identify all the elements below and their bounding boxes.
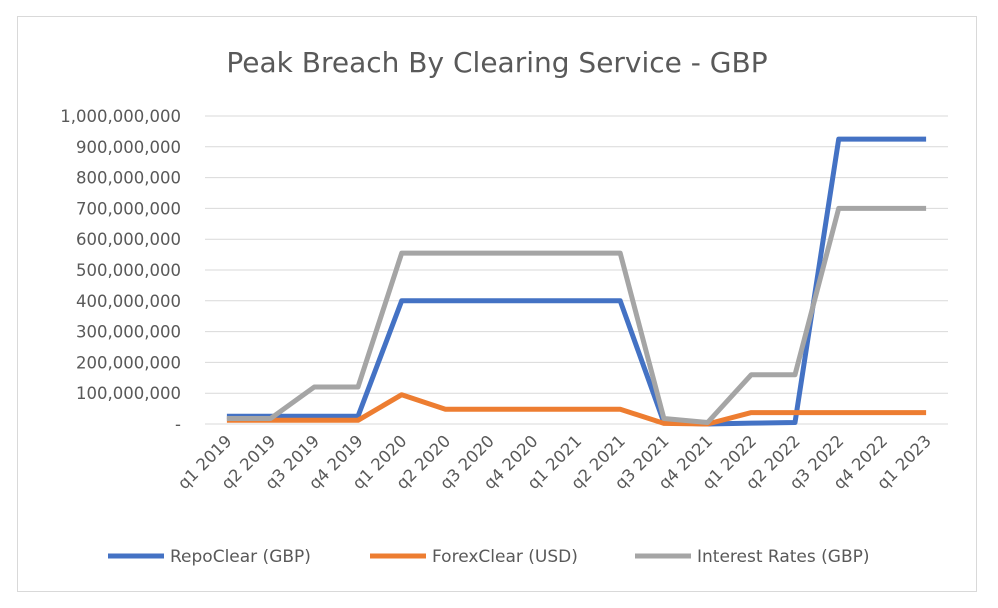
- chart-title: Peak Breach By Clearing Service - GBP: [226, 46, 767, 79]
- y-tick-label: 700,000,000: [76, 199, 181, 218]
- y-axis-tick-labels: - 100,000,000 200,000,000 300,000,000 400,00…: [60, 107, 181, 434]
- legend-label: Interest Rates (GBP): [697, 547, 870, 567]
- series-line-2: [226, 392, 927, 427]
- y-tick-label: 500,000,000: [76, 261, 181, 280]
- legend-label: ForexClear (USD): [432, 547, 578, 567]
- y-tick-label: 800,000,000: [76, 169, 181, 188]
- y-tick-label: 300,000,000: [76, 323, 181, 342]
- y-tick-label: 600,000,000: [76, 230, 181, 249]
- y-tick-label: 900,000,000: [76, 138, 181, 157]
- legend: RepoClear (GBP) ForexClear (USD) Interest …: [108, 547, 870, 567]
- y-tick-label: -: [175, 415, 181, 434]
- chart-frame: [17, 16, 977, 592]
- y-tick-label: 400,000,000: [76, 292, 181, 311]
- y-tick-label: 100,000,000: [76, 384, 181, 403]
- y-tick-label: 200,000,000: [76, 353, 181, 372]
- legend-label: RepoClear (GBP): [170, 547, 311, 567]
- series-lines: [226, 136, 927, 427]
- series-line-3: [226, 205, 927, 425]
- y-tick-label: 1,000,000,000: [60, 107, 181, 126]
